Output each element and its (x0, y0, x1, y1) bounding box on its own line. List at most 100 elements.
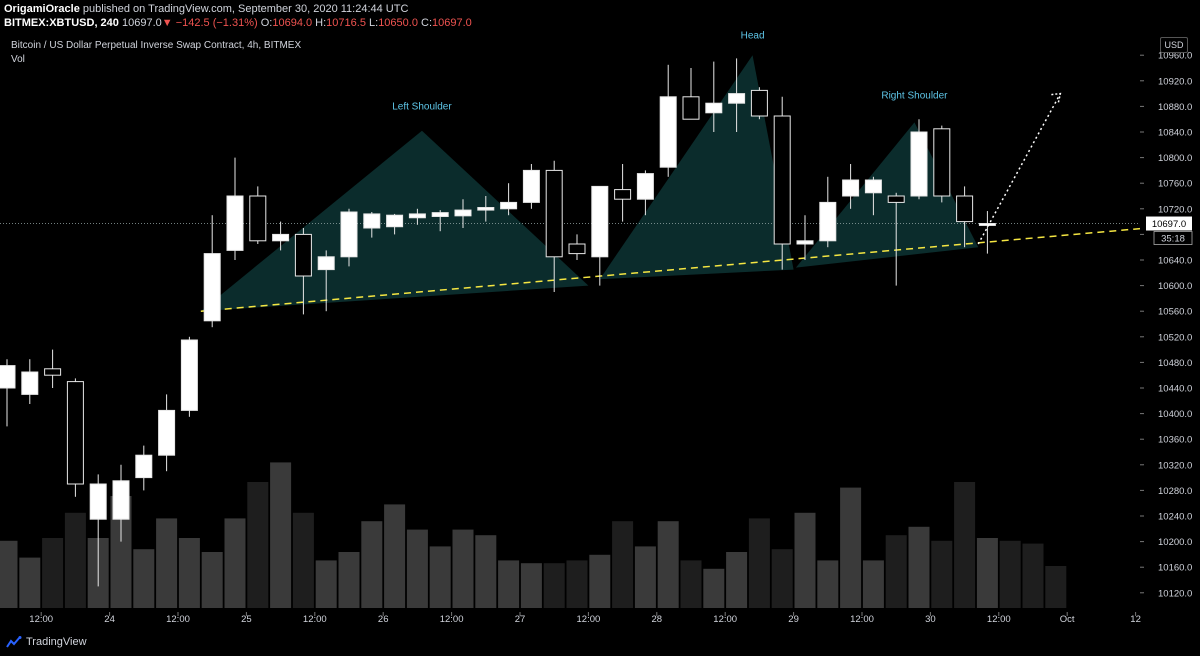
candle-body (340, 211, 358, 258)
volume-bar (657, 521, 679, 608)
volume-bar (885, 535, 907, 608)
volume-bar (976, 538, 998, 608)
candle-body (887, 195, 905, 203)
volume-bar (931, 540, 953, 608)
time-tick-label: 24 (104, 614, 115, 625)
annotation-left-shoulder: Left Shoulder (392, 102, 452, 113)
candle-body (933, 128, 951, 197)
candle-body (317, 256, 335, 271)
volume-bar (110, 496, 132, 608)
time-tick-label: 12:00 (303, 614, 327, 625)
candle-body (864, 179, 882, 194)
volume-bar (384, 504, 406, 608)
volume-bar (0, 540, 18, 608)
candle-body (819, 201, 837, 242)
high-value: 10716.5 (326, 17, 366, 29)
candle-body (44, 368, 62, 376)
volume-bar (999, 540, 1021, 608)
candle-body (112, 480, 130, 520)
time-tick-label: 30 (925, 614, 936, 625)
candle-body (773, 115, 791, 245)
publish-info: OrigamiOracle published on TradingView.c… (4, 3, 408, 15)
price-tick-label: 10960.0 (1158, 51, 1192, 62)
price-axis-bg (1140, 28, 1200, 628)
volume-bar (1022, 543, 1044, 608)
volume-bar (178, 538, 200, 608)
volume-bar (406, 529, 428, 608)
time-tick-label: 12:00 (713, 614, 737, 625)
volume-bar (247, 482, 269, 608)
candle-body (386, 214, 404, 228)
candle-body (135, 454, 153, 479)
time-tick-label: 12:00 (987, 614, 1011, 625)
close-label: C: (421, 17, 433, 29)
volume-bar (840, 487, 862, 608)
price-tick-label: 10520.0 (1158, 332, 1192, 343)
volume-bar (498, 560, 520, 608)
time-tick-label: 27 (515, 614, 526, 625)
pattern-shade (795, 122, 979, 268)
volume-bar (270, 462, 292, 608)
candle-body (0, 365, 16, 389)
candle-body (591, 185, 609, 258)
volume-bar (1045, 566, 1067, 608)
volume-bar (543, 563, 565, 608)
open-label: O: (260, 17, 273, 29)
candle-body (682, 96, 700, 120)
price-tick-label: 10440.0 (1158, 384, 1192, 395)
candle-body (294, 233, 312, 277)
down-arrow-icon: ▼ (161, 17, 173, 29)
candle-body (454, 209, 472, 217)
volume-bar (361, 521, 383, 608)
time-tick-label: 12:00 (440, 614, 464, 625)
price-tick-label: 10760.0 (1158, 179, 1192, 190)
volume-bar (794, 512, 816, 608)
close-value: 10697.0 (432, 17, 472, 29)
volume-bar (612, 521, 634, 608)
time-axis: 12:00 24 12:00 25 12:00 26 12:00 27 12:00 28 12:00… (29, 612, 1141, 625)
candle-body (158, 409, 176, 456)
volume-bar (42, 538, 64, 608)
volume-bar (954, 482, 976, 608)
volume-bar (520, 563, 542, 608)
price-tick-label: 10640.0 (1158, 256, 1192, 267)
price-tick-label: 10160.0 (1158, 563, 1192, 574)
candle-body (226, 195, 244, 251)
currency-button[interactable]: USD (1160, 37, 1188, 53)
candle-body (750, 89, 768, 117)
volume-bar (201, 552, 223, 608)
volume-bar (64, 512, 86, 608)
price-tick-label: 10920.0 (1158, 76, 1192, 87)
published-text: published on TradingView.com, September … (82, 3, 409, 15)
price-tick-label: 10240.0 (1158, 512, 1192, 523)
projection-arrowhead (1051, 92, 1062, 103)
price-tick-label: 10880.0 (1158, 102, 1192, 113)
time-tick-label: 25 (241, 614, 252, 625)
projection-line (977, 93, 1062, 245)
price-tick-label: 10360.0 (1158, 435, 1192, 446)
countdown-label: 35:18 (1161, 234, 1185, 245)
current-price-badge (1146, 216, 1192, 231)
price-tick-label: 10720.0 (1158, 204, 1192, 215)
candle-body (89, 483, 107, 520)
candle-body (408, 213, 426, 219)
candle-body (636, 173, 654, 200)
tradingview-logo-icon (6, 636, 22, 648)
volume-bar (817, 560, 839, 608)
price-tick-label: 10400.0 (1158, 409, 1192, 420)
volume-bar (475, 535, 497, 608)
tradingview-footer[interactable]: TradingView (6, 636, 87, 648)
annotation-head: Head (741, 31, 765, 42)
candle-body (203, 253, 221, 322)
candle-body (796, 240, 814, 245)
author-name[interactable]: OrigamiOracle (4, 3, 80, 15)
symbol-info: BITMEX:XBTUSD, 240 10697.0▼ −142.5 (−1.3… (4, 17, 472, 29)
price-tick-label: 10560.0 (1158, 307, 1192, 318)
volume-bars (0, 462, 1067, 608)
candle-body (978, 223, 996, 226)
time-tick-label: 12 (1130, 614, 1141, 625)
candle-body (66, 381, 84, 485)
volume-bar (908, 526, 930, 608)
price-tick-label: 10800.0 (1158, 153, 1192, 164)
